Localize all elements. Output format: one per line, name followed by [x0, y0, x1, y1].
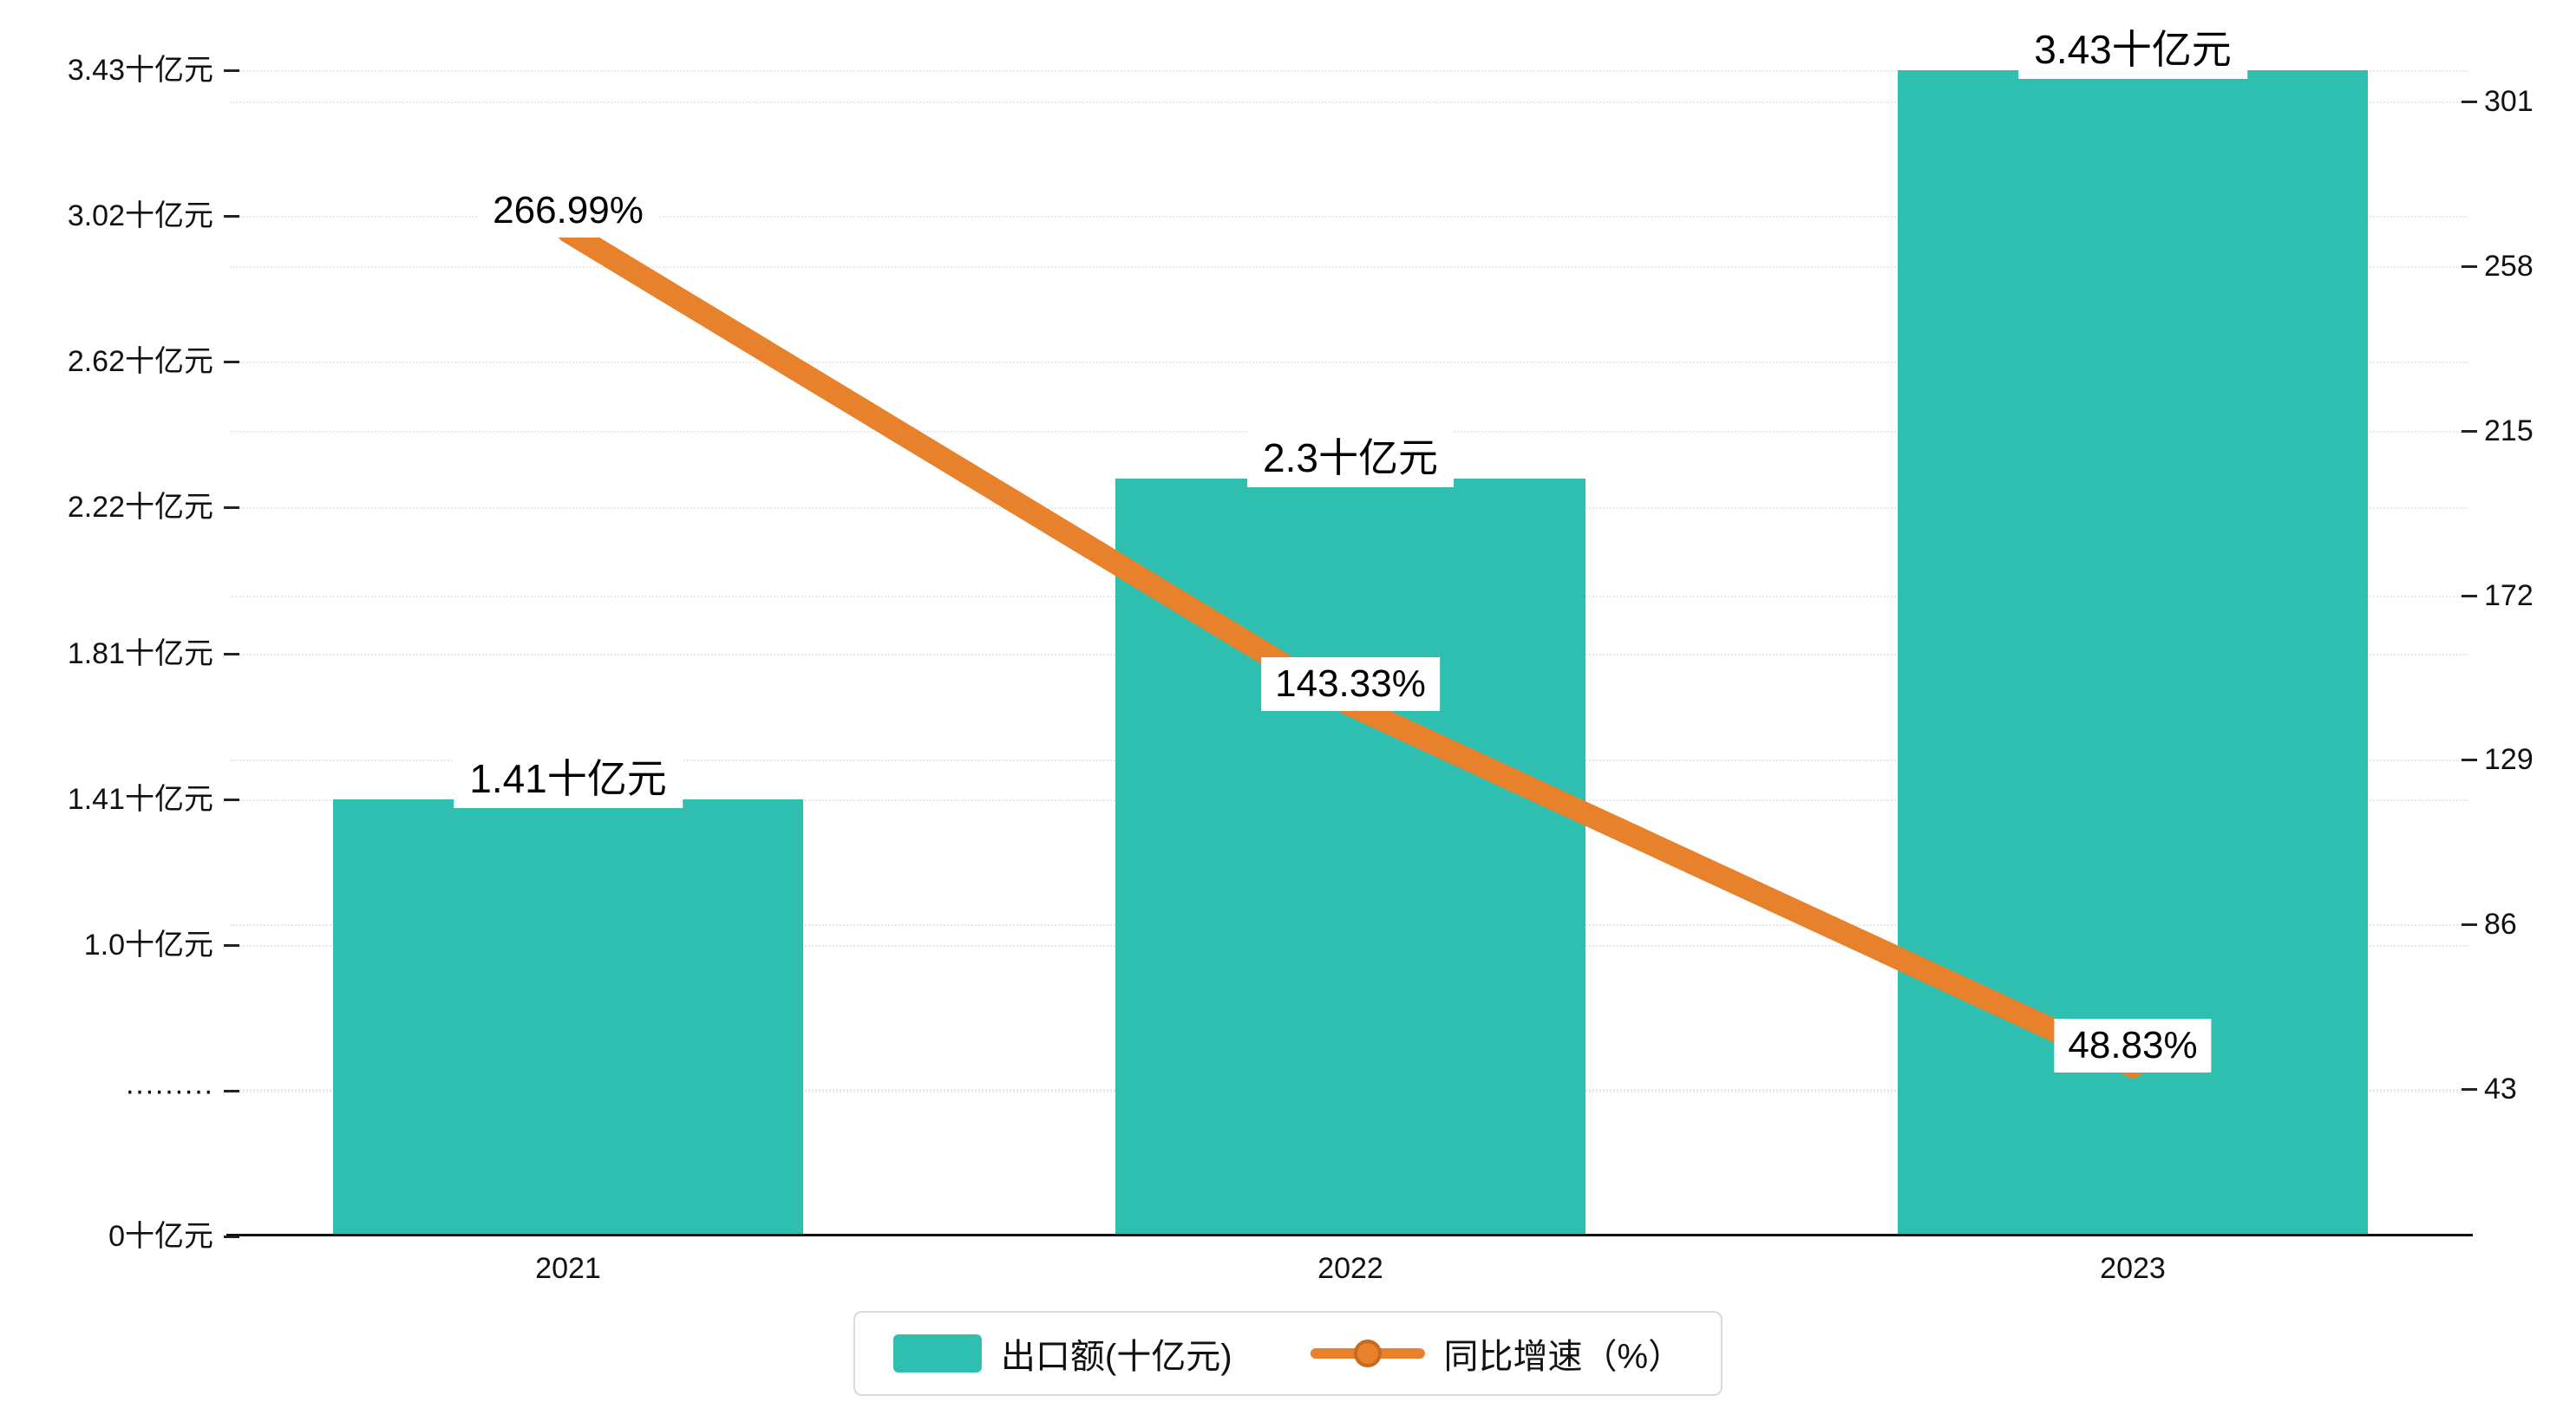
- legend-item-growth[interactable]: 同比增速（%）: [1310, 1328, 1684, 1379]
- right-axis-label: 129: [2484, 743, 2534, 777]
- left-axis-label: 2.62十亿元: [67, 345, 213, 379]
- left-axis-label: 1.41十亿元: [67, 782, 213, 816]
- right-axis-tick: [2462, 594, 2477, 597]
- grid-line: [230, 216, 2468, 218]
- right-axis-tick: [2462, 429, 2477, 433]
- bar-value-label: 2.3十亿元: [1247, 422, 1454, 487]
- grid-line: [230, 101, 2468, 103]
- left-axis-label: 2.22十亿元: [67, 491, 213, 525]
- left-axis-label: 1.81十亿元: [67, 636, 213, 670]
- growth-value-label: 143.33%: [1261, 657, 1440, 712]
- left-axis-tick: [224, 1089, 239, 1092]
- x-axis-label: 2023: [2100, 1252, 2166, 1285]
- grid-line: [230, 362, 2468, 364]
- left-axis-tick: [224, 798, 239, 801]
- left-axis-tick: [224, 506, 239, 510]
- grid-line: [230, 265, 2468, 268]
- left-axis-tick: [224, 215, 239, 218]
- bar: [333, 799, 803, 1235]
- right-axis-tick: [2462, 1088, 2477, 1091]
- legend-label-growth: 同比增速（%）: [1443, 1338, 1684, 1376]
- left-axis-label: 0十亿元: [108, 1220, 213, 1253]
- growth-value-label: 266.99%: [479, 184, 657, 238]
- bar-value-label: 3.43十亿元: [2018, 15, 2247, 79]
- right-axis-tick: [2462, 923, 2477, 927]
- left-axis-tick: [224, 1236, 239, 1238]
- right-axis-label: 172: [2484, 578, 2534, 612]
- bar-series-swatch-icon: [892, 1334, 982, 1373]
- left-axis-label: 3.43十亿元: [67, 54, 213, 87]
- left-axis-tick: [224, 69, 239, 72]
- right-axis-tick: [2462, 759, 2477, 762]
- left-axis-tick: [224, 361, 239, 364]
- x-axis-label: 2021: [535, 1252, 601, 1285]
- right-axis-label: 43: [2484, 1073, 2517, 1105]
- right-axis-tick: [2462, 101, 2477, 103]
- x-axis-line: [226, 1234, 2473, 1236]
- left-axis-label: ·········: [125, 1073, 213, 1107]
- growth-value-label: 48.83%: [2054, 1019, 2212, 1073]
- legend-label-export: 出口额(十亿元): [1000, 1338, 1232, 1376]
- right-axis-label: 258: [2484, 249, 2534, 283]
- grid-line: [230, 70, 2468, 72]
- x-axis-label: 2022: [1317, 1252, 1383, 1285]
- line-series-dot-icon: [1353, 1340, 1382, 1367]
- right-axis-label: 301: [2484, 85, 2534, 118]
- right-axis-label: 86: [2484, 908, 2517, 942]
- growth-line: [557, 220, 2144, 1079]
- right-axis-tick: [2462, 264, 2477, 268]
- left-axis-label: 3.02十亿元: [67, 199, 213, 233]
- line-series-marker-icon: [1310, 1340, 1425, 1367]
- left-axis-tick: [224, 652, 239, 655]
- legend: 出口额(十亿元) 同比增速（%）: [853, 1311, 1723, 1396]
- left-axis-tick: [224, 943, 239, 947]
- left-axis-label: 1.0十亿元: [83, 928, 213, 962]
- right-axis-label: 215: [2484, 414, 2534, 447]
- bar-value-label: 1.41十亿元: [454, 743, 683, 808]
- legend-item-export[interactable]: 出口额(十亿元): [892, 1328, 1232, 1379]
